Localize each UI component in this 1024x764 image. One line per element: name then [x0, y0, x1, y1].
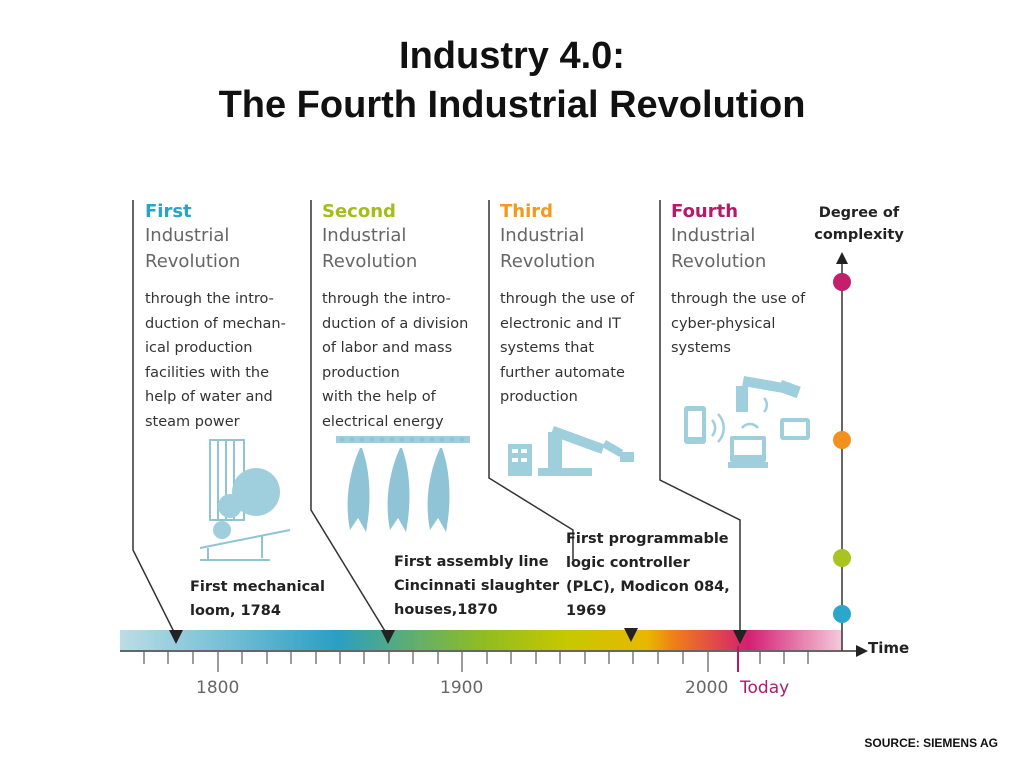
desc-line: production: [322, 364, 400, 381]
revolution-first-description: through the intro- duction of mechan- ic…: [145, 287, 320, 434]
revolution-fourth-label-1: Industrial: [671, 225, 756, 246]
complexity-dot-fourth: [833, 273, 851, 291]
revolution-fourth-ordinal: Fourth: [671, 201, 739, 222]
revolution-first-label-2: Revolution: [145, 251, 241, 272]
milestone-line: First programmable: [566, 531, 729, 547]
revolution-third-label-1: Industrial: [500, 225, 585, 246]
revolution-fourth-label-2: Revolution: [671, 251, 767, 272]
time-arrow: [856, 645, 868, 657]
marker-1870: [381, 630, 395, 644]
complexity-dot-first: [833, 605, 851, 623]
desc-line: steam power: [145, 413, 240, 430]
desc-line: ical production: [145, 340, 253, 356]
assembly-line-icon: [336, 436, 470, 532]
time-axis-label: Time: [868, 639, 910, 657]
tick-label-1900: 1900: [440, 678, 484, 698]
tick-label-2000: 2000: [685, 678, 729, 698]
milestone-assembly-line: First assembly line Cincinnati slaughter…: [394, 550, 559, 622]
milestone-line: Cincinnati slaughter: [394, 578, 560, 594]
milestone-line: 1969: [566, 603, 607, 619]
revolution-first: First Industrial Revolution through the …: [145, 200, 320, 434]
revolution-second-label-1: Industrial: [322, 225, 407, 246]
desc-line: further automate: [500, 364, 625, 381]
pointer-line-second: [310, 200, 389, 637]
revolution-third: Third Industrial Revolution through the …: [500, 200, 675, 410]
desc-line: production: [500, 389, 578, 405]
milestone-line: First assembly line: [394, 554, 549, 570]
desc-line: electronic and IT: [500, 315, 621, 332]
revolution-third-label-2: Revolution: [500, 251, 596, 272]
revolution-first-label-1: Industrial: [145, 225, 230, 246]
title-line-1: Industry 4.0:: [399, 35, 625, 77]
pointer-line-fourth: [659, 200, 741, 636]
revolution-third-ordinal: Third: [500, 201, 554, 222]
revolution-first-ordinal: First: [145, 201, 192, 222]
pointer-line-first: [132, 200, 177, 637]
desc-line: facilities with the: [145, 364, 270, 381]
revolution-fourth-description: through the use of cyber-physical system…: [671, 287, 831, 361]
milestone-line: First mechanical: [190, 579, 325, 595]
complexity-arrow: [836, 252, 848, 264]
marker-1969: [624, 628, 638, 642]
desc-line: systems: [671, 340, 731, 356]
marker-today: [733, 630, 747, 644]
desc-line: through the use of: [671, 291, 806, 307]
milestone-line: loom, 1784: [190, 603, 281, 619]
milestone-line: (PLC), Modicon 084,: [566, 579, 730, 595]
milestone-line: logic controller: [566, 555, 690, 571]
marker-1784: [169, 630, 183, 644]
revolution-second-label-2: Revolution: [322, 251, 418, 272]
milestone-loom: First mechanical loom, 1784: [190, 575, 325, 623]
revolution-second-ordinal: Second: [322, 201, 396, 222]
desc-line: through the use of: [500, 291, 635, 307]
complexity-label: Degree of complexity: [800, 202, 918, 246]
revolution-second: Second Industrial Revolution through the…: [322, 200, 497, 434]
desc-line: systems that: [500, 340, 595, 356]
desc-line: electrical energy: [322, 413, 444, 430]
milestone-line: houses,1870: [394, 602, 498, 618]
desc-line: of labor and mass: [322, 340, 453, 356]
desc-line: help of water and: [145, 389, 273, 405]
timeline-bar: [120, 630, 842, 650]
today-label: Today: [740, 678, 790, 698]
complexity-dot-third: [833, 431, 851, 449]
milestone-plc: First programmable logic controller (PLC…: [566, 527, 730, 623]
desc-line: through the intro-: [145, 291, 274, 307]
wifi-icon: [710, 397, 769, 443]
loom-icon: [199, 439, 291, 561]
pointer-line-third: [488, 200, 574, 560]
complexity-label-line: Degree of: [818, 205, 900, 221]
desc-line: with the help of: [322, 389, 436, 405]
cyber-physical-icon: [684, 375, 810, 468]
desc-line: through the intro-: [322, 291, 451, 307]
complexity-dot-second: [833, 549, 851, 567]
complexity-label-line: complexity: [814, 227, 904, 243]
time-ticks: [143, 651, 809, 672]
desc-line: duction of a division: [322, 315, 469, 332]
revolution-third-description: through the use of electronic and IT sys…: [500, 287, 675, 410]
desc-line: cyber-physical: [671, 315, 776, 332]
title-line-2: The Fourth Industrial Revolution: [218, 84, 806, 126]
plc-icon: [512, 449, 527, 462]
tick-label-1800: 1800: [196, 678, 240, 698]
revolution-fourth: Fourth Industrial Revolution through the…: [671, 200, 831, 361]
desc-line: duction of mechan-: [145, 315, 286, 332]
source-credit: SOURCE: SIEMENS AG: [864, 736, 998, 750]
revolution-second-description: through the intro- duction of a division…: [322, 287, 497, 434]
